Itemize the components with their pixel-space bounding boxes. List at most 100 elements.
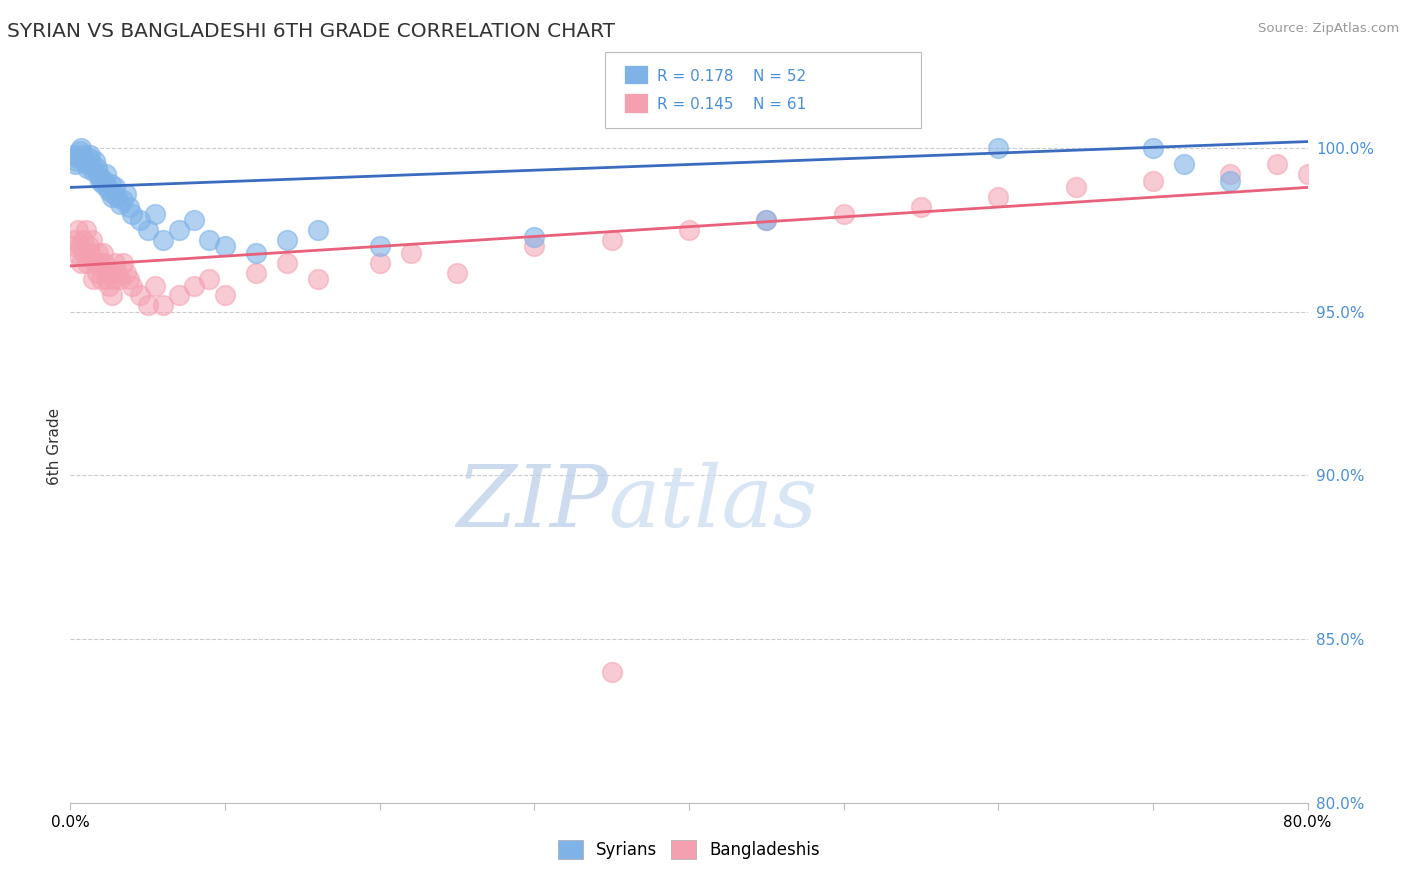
- Point: [198, 233, 221, 247]
- Point: [75, 157, 97, 171]
- Point: [307, 223, 329, 237]
- Point: [307, 272, 329, 286]
- Point: [63, 157, 86, 171]
- Point: [523, 229, 546, 244]
- Point: [90, 170, 112, 185]
- Y-axis label: 6th Grade: 6th Grade: [46, 408, 62, 484]
- Point: [115, 186, 138, 201]
- Point: [399, 245, 422, 260]
- Point: [80, 233, 103, 247]
- Point: [93, 255, 115, 269]
- Point: [84, 154, 107, 169]
- Point: [214, 288, 236, 302]
- Point: [91, 245, 114, 260]
- Point: [1142, 141, 1164, 155]
- Point: [63, 233, 86, 247]
- Point: [65, 154, 87, 169]
- Point: [152, 298, 174, 312]
- Point: [145, 206, 166, 220]
- Point: [600, 233, 623, 247]
- Point: [523, 239, 546, 253]
- Text: Source: ZipAtlas.com: Source: ZipAtlas.com: [1258, 22, 1399, 36]
- Point: [65, 245, 87, 260]
- Point: [94, 167, 117, 181]
- Point: [108, 196, 131, 211]
- Point: [69, 145, 91, 159]
- Point: [121, 206, 143, 220]
- Point: [755, 213, 778, 227]
- Point: [86, 266, 108, 280]
- Point: [89, 255, 111, 269]
- Point: [67, 223, 90, 237]
- Point: [1219, 174, 1241, 188]
- Text: R = 0.145    N = 61: R = 0.145 N = 61: [657, 97, 806, 112]
- Point: [62, 239, 84, 253]
- Point: [1142, 174, 1164, 188]
- Point: [446, 266, 468, 280]
- Point: [368, 239, 391, 253]
- Point: [87, 167, 110, 181]
- Point: [75, 223, 97, 237]
- Point: [129, 288, 152, 302]
- Point: [111, 194, 134, 208]
- Point: [600, 665, 623, 679]
- Point: [70, 141, 93, 155]
- Point: [1173, 157, 1195, 171]
- Point: [80, 157, 103, 171]
- Point: [84, 255, 107, 269]
- Point: [104, 255, 127, 269]
- Point: [76, 255, 98, 269]
- Point: [76, 161, 98, 175]
- Point: [832, 206, 855, 220]
- Point: [214, 239, 236, 253]
- Point: [678, 223, 700, 237]
- Point: [104, 180, 127, 194]
- Point: [183, 213, 205, 227]
- Point: [136, 298, 159, 312]
- Point: [183, 278, 205, 293]
- Point: [67, 151, 90, 165]
- Point: [245, 245, 267, 260]
- Point: [987, 190, 1010, 204]
- Point: [108, 272, 131, 286]
- Point: [152, 233, 174, 247]
- Point: [101, 288, 124, 302]
- Point: [62, 147, 84, 161]
- Point: [276, 255, 298, 269]
- Point: [70, 255, 93, 269]
- Point: [101, 190, 124, 204]
- Point: [1219, 167, 1241, 181]
- Point: [129, 213, 152, 227]
- Point: [91, 177, 114, 191]
- Point: [72, 147, 94, 161]
- Point: [118, 272, 141, 286]
- Point: [96, 272, 118, 286]
- Point: [87, 245, 110, 260]
- Point: [82, 164, 105, 178]
- Point: [82, 272, 105, 286]
- Point: [89, 174, 111, 188]
- Point: [115, 266, 138, 280]
- Point: [90, 272, 112, 286]
- Point: [103, 186, 125, 201]
- Point: [77, 151, 100, 165]
- Point: [1064, 180, 1087, 194]
- Point: [103, 272, 125, 286]
- Point: [100, 266, 122, 280]
- Point: [72, 233, 94, 247]
- Legend: Syrians, Bangladeshis: Syrians, Bangladeshis: [551, 833, 827, 866]
- Point: [98, 278, 120, 293]
- Point: [755, 213, 778, 227]
- Point: [987, 141, 1010, 155]
- Point: [93, 174, 115, 188]
- Point: [276, 233, 298, 247]
- Point: [105, 190, 128, 204]
- Point: [1296, 167, 1319, 181]
- Point: [136, 223, 159, 237]
- Point: [198, 272, 221, 286]
- Point: [245, 266, 267, 280]
- Point: [79, 147, 101, 161]
- Point: [105, 266, 128, 280]
- Point: [118, 200, 141, 214]
- Point: [121, 278, 143, 293]
